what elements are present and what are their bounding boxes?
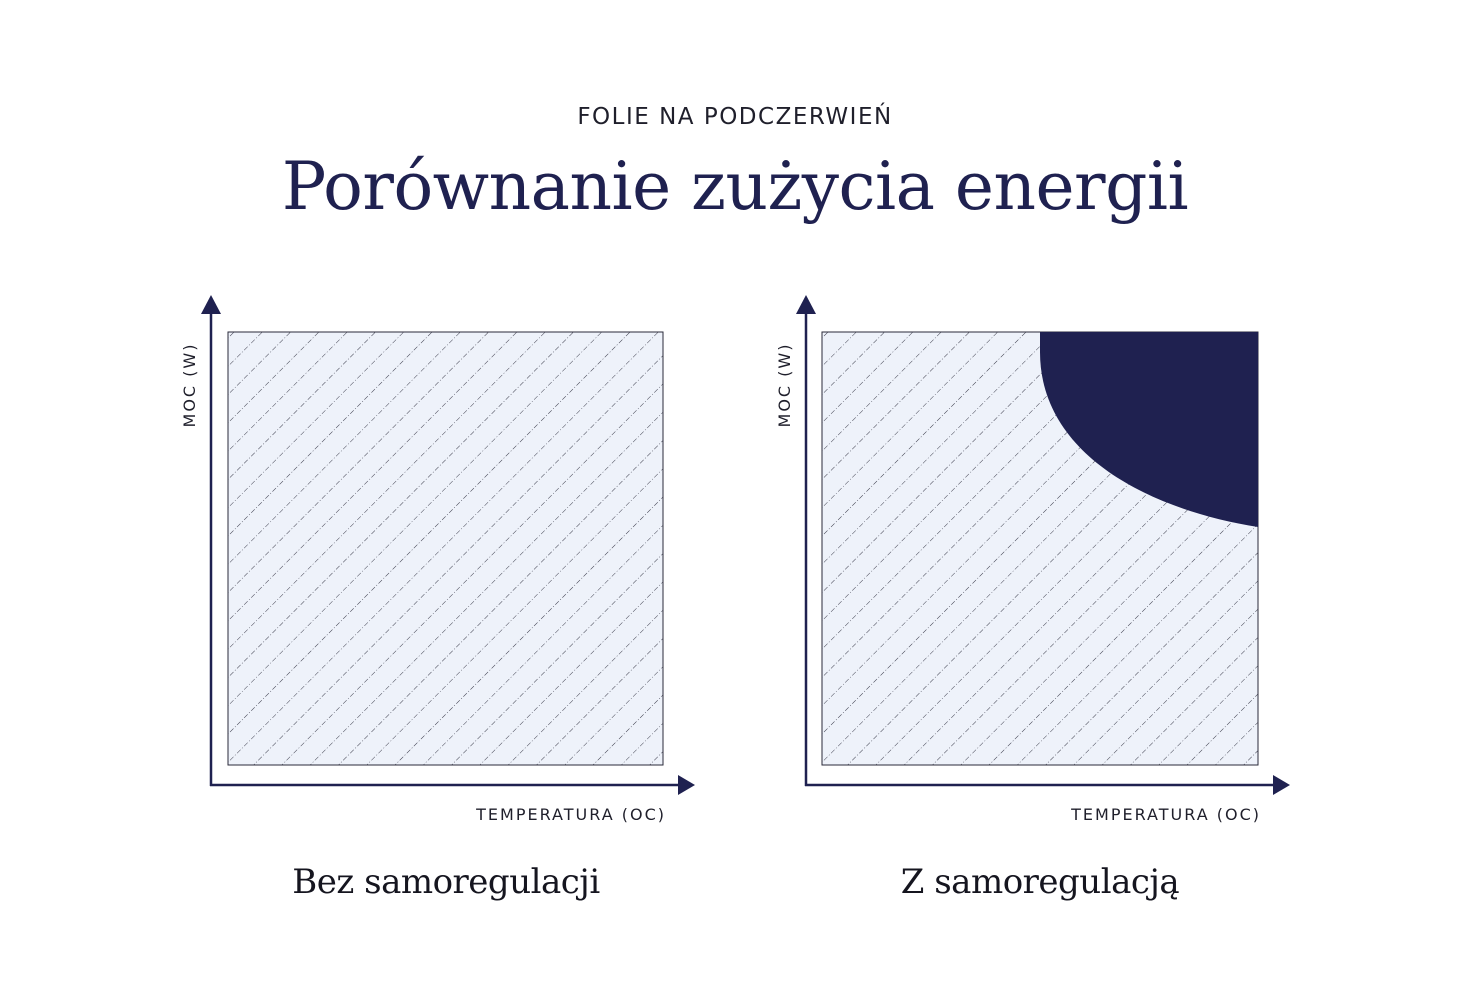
panel-without-regulation: MOC (W) TEMPERATURA (OC): [180, 295, 695, 824]
y-axis-arrow-icon: [201, 295, 221, 314]
panel-with-regulation: MOC (W) TEMPERATURA (OC): [775, 295, 1290, 824]
eyebrow-heading: FOLIE NA PODCZERWIEŃ: [577, 104, 893, 130]
page-title: Porównanie zużycia energii: [281, 148, 1189, 225]
y-axis-label: MOC (W): [775, 343, 794, 428]
x-axis-label: TEMPERATURA (OC): [1070, 805, 1261, 824]
x-axis-arrow-icon: [678, 775, 695, 795]
x-axis-label: TEMPERATURA (OC): [475, 805, 666, 824]
savings-region: [1040, 332, 1258, 527]
x-axis-arrow-icon: [1273, 775, 1290, 795]
caption-with-regulation: Z samoregulacją: [900, 862, 1180, 902]
y-axis-arrow-icon: [796, 295, 816, 314]
hatched-area: [227, 331, 664, 766]
y-axis-label: MOC (W): [180, 343, 199, 428]
caption-without-regulation: Bez samoregulacji: [292, 862, 600, 902]
